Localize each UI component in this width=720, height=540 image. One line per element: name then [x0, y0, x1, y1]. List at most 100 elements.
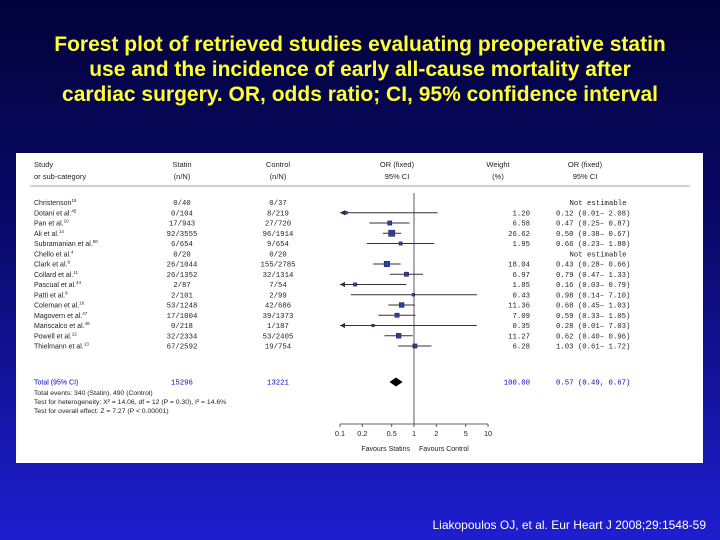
study-or-text: 0.16 (0.03– 0.79): [556, 282, 630, 290]
study-name: Coleman et al.16: [34, 301, 85, 310]
x-tick-label: 0.2: [357, 429, 367, 438]
favours-statins-label: Favours Statins: [361, 446, 410, 453]
study-statin: 0/104: [171, 210, 194, 218]
study-statin: 53/1248: [167, 303, 198, 311]
study-weight: 6.97: [512, 272, 530, 280]
study-or-marker: [371, 323, 375, 328]
study-or-text: Not estimable: [570, 200, 627, 208]
total-control: 13221: [267, 380, 290, 388]
study-or-text: 0.47 (0.25– 0.87): [556, 221, 630, 229]
title-line-3: cardiac surgery. OR, odds ratio; CI, 95%…: [62, 83, 658, 107]
header-or_text-sub: 95% CI: [573, 172, 598, 181]
study-weight: 6.28: [512, 344, 530, 352]
study-or-marker: [412, 343, 418, 349]
header-or_plot-sub: 95% CI: [385, 172, 410, 181]
study-statin: 0/40: [173, 200, 191, 208]
total-label: Total (95% CI): [34, 380, 78, 387]
study-weight: 7.09: [512, 313, 530, 321]
study-or-marker: [353, 282, 357, 287]
x-tick-label: 2: [434, 429, 438, 438]
study-name: Magovern et al.47: [34, 311, 88, 320]
study-statin: 92/3555: [167, 231, 198, 239]
forest-plot-panel: Study or sub-category Statin (n/N) Control (n…: [16, 153, 703, 463]
total-diamond: [389, 377, 403, 387]
study-control: 2/99: [269, 292, 287, 300]
study-weight: 1.20: [512, 210, 530, 218]
total-weight: 100.00: [504, 380, 530, 388]
study-weight: 11.27: [508, 333, 530, 341]
study-statin: 26/1352: [167, 272, 198, 280]
header-statin-sub: (n/N): [174, 172, 191, 181]
study-or-marker: [388, 229, 396, 237]
study-or-text: 0.98 (0.14– 7.10): [556, 292, 630, 300]
study-or-text: 0.62 (0.40– 0.96): [556, 333, 630, 341]
citation: Liakopoulos OJ, et al. Eur Heart J 2008;…: [432, 518, 706, 532]
study-or-text: 0.66 (0.23– 1.88): [556, 241, 630, 249]
study-control: 96/1914: [263, 231, 294, 239]
total-or-text: 0.57 (0.49, 0.67): [556, 380, 630, 388]
x-tick-label: 0.5: [387, 429, 397, 438]
study-ci-arrow: [340, 322, 345, 329]
study-control: 39/1373: [263, 313, 294, 321]
study-or-text: 0.43 (0.28– 0.66): [556, 262, 630, 270]
study-statin: 32/2334: [167, 333, 198, 341]
study-or-text: 1.03 (0.61– 1.72): [556, 344, 630, 352]
study-ref: 13: [84, 342, 90, 347]
header-control: Control: [266, 160, 291, 169]
study-or-text: Not estimable: [570, 251, 627, 259]
study-weight: 26.62: [508, 231, 530, 239]
study-name: Mariscalco et al.48: [34, 321, 90, 330]
study-name: Collard et al.11: [34, 270, 78, 279]
x-tick-label: 10: [484, 429, 492, 438]
study-ref: 50: [93, 239, 99, 244]
total-statin: 15296: [171, 380, 193, 388]
study-ref: 14: [59, 229, 65, 234]
x-tick-label: 1: [412, 429, 416, 438]
study-ref: 15: [71, 198, 77, 203]
study-or-text: 0.68 (0.45– 1.03): [556, 303, 630, 311]
footnote: Total events: 340 (Statin), 490 (Control…: [34, 390, 153, 397]
study-or-text: 0.50 (0.38– 0.67): [556, 231, 630, 239]
study-statin: 2/101: [171, 292, 194, 300]
study-name: Thielmann et al.13: [34, 342, 89, 351]
study-ref: 9: [67, 260, 70, 265]
study-control: 7/54: [269, 282, 287, 290]
forest-plot: Study or sub-category Statin (n/N) Control (n…: [30, 160, 690, 453]
header-study-sub: or sub-category: [34, 172, 86, 181]
study-control: 9/654: [267, 241, 290, 249]
study-control: 42/686: [265, 303, 291, 311]
study-or-text: 0.12 (0.01– 2.08): [556, 210, 630, 218]
study-ref: 12: [72, 331, 78, 336]
study-or-marker: [387, 220, 393, 226]
header-control-sub: (n/N): [270, 172, 287, 181]
study-name: Pan et al.10: [34, 219, 69, 228]
study-or-marker: [395, 333, 402, 339]
header-or_text: OR (fixed): [568, 160, 603, 169]
study-or-marker: [411, 293, 415, 297]
study-or-marker: [398, 241, 403, 246]
study-control: 32/1314: [263, 272, 294, 280]
study-or-text: 0.59 (0.33– 1.05): [556, 313, 630, 321]
study-or-marker: [398, 302, 405, 308]
study-name: Patti et al.8: [34, 290, 68, 299]
study-ref: 44: [76, 280, 82, 285]
study-ref: 4: [71, 249, 74, 254]
study-weight: 18.04: [508, 262, 531, 270]
footnote: Test for heterogeneity: X² = 14.06, df =…: [34, 399, 226, 406]
header-statin: Statin: [172, 160, 191, 169]
study-control: 1/187: [267, 323, 289, 331]
study-ref: 47: [82, 311, 88, 316]
slide-title: Forest plot of retrieved studies evaluat…: [0, 32, 720, 108]
study-or-marker: [394, 312, 400, 318]
study-statin: 26/1044: [167, 262, 198, 270]
study-statin: 17/1004: [167, 313, 198, 321]
title-line-2: use and the incidence of early all-cause…: [89, 58, 631, 82]
study-weight: 11.36: [508, 303, 530, 311]
study-statin: 6/654: [171, 241, 194, 249]
study-or-marker: [344, 211, 348, 215]
study-weight: 0.43: [512, 292, 530, 300]
study-control: 155/2785: [260, 262, 295, 270]
study-statin: 0/20: [173, 251, 191, 259]
x-tick-label: 5: [464, 429, 468, 438]
study-name: Chello et al.4: [34, 249, 74, 258]
